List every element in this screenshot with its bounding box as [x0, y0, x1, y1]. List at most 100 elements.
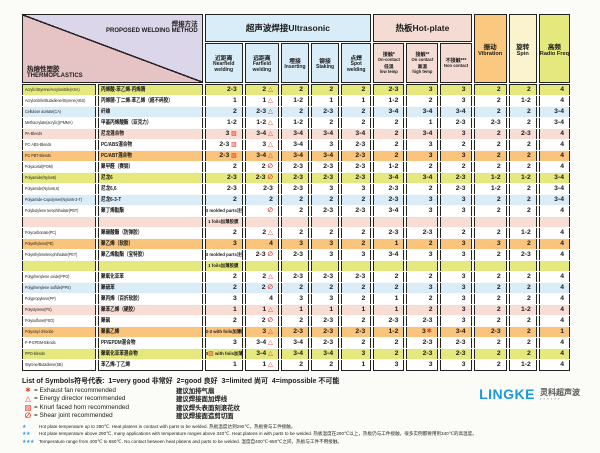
cell: 2 [473, 96, 507, 106]
cell: 2 [473, 349, 507, 359]
spin-en: Spin [516, 50, 529, 57]
material-cn: 聚硫苯 [98, 283, 203, 293]
cell: 4 [538, 96, 570, 106]
cell: 2 [204, 283, 243, 293]
cell: 2-3 [373, 228, 405, 238]
cell: 3 [311, 140, 340, 150]
cell: 3 [406, 140, 439, 150]
material-cn: PC/ABT混合物 [98, 151, 203, 161]
cell-empty [440, 217, 472, 227]
cell: 2-3 [280, 250, 310, 260]
cell: 2 [280, 228, 310, 238]
cell: 2 [341, 228, 372, 238]
cell: 2 [373, 140, 405, 150]
cell: 2 △ [244, 84, 279, 95]
table-row-3: Methacrylate(acrylic)(PMMA) 甲基丙烯酸酯（亚克力） 1-… [22, 118, 570, 128]
footnote-text: Temperature range from 400℃ to 650℃. No … [39, 438, 343, 444]
cell: 4 [538, 151, 570, 161]
cell: 4 [538, 283, 570, 293]
cell: 2-3 [341, 272, 372, 282]
cell: 2 [473, 272, 507, 282]
cell: 2 [406, 305, 439, 315]
cell: 3-4 [538, 118, 570, 128]
cell: 2 [473, 84, 507, 95]
cell: 2 [508, 272, 537, 282]
energy-director-icon: △ [268, 108, 273, 115]
cell: 1 [406, 118, 439, 128]
logo-wordmark: LINGKE [479, 386, 535, 402]
cell: 2 [311, 118, 340, 128]
cell: 3-4 [311, 349, 340, 359]
cell: 2-3 [311, 173, 340, 183]
cell: 2 [440, 140, 472, 150]
cell: 2 [311, 195, 340, 205]
cell: 1 [341, 96, 372, 106]
cell: 3-4 [373, 250, 405, 260]
legend-cn: 建议焊接面造剪切面 [176, 413, 234, 421]
method-title-cn: 焊接方法 [171, 21, 198, 28]
material-cn: 聚乙烯酞酯（宝特胶） [98, 250, 203, 260]
cell: 2 [373, 283, 405, 293]
material-en: Polybutylene terephthalate(PBT) [22, 206, 97, 216]
footnote-0: ★ Hot plate temperature up to 290℃. Heat… [22, 423, 588, 431]
cell: 2 [508, 140, 537, 150]
cell: 2 [280, 84, 310, 95]
exhaust-fan-icon: ∗ [24, 384, 32, 394]
method-title: 焊接方法 PROPOSED WELDING METHOD [106, 18, 198, 34]
vibration-cn: 振动 [483, 43, 497, 51]
radio-freq-en: Radio Freq [539, 50, 569, 57]
material-en: Methacrylate(acrylic)(PMMA) [22, 118, 97, 128]
cell: 2-3 [508, 250, 537, 260]
cell: 3 [311, 250, 340, 260]
table-row-6: PC·PBT-Blends PC/ABT混合物 2-3 ▨ 3-4 △ 3-4 3-4 2-… [22, 151, 570, 161]
cell: 3 molded parts注塑件 [204, 250, 243, 260]
cell: 2-3 [204, 84, 243, 95]
knurl-horn-icon: ▨ [231, 131, 237, 137]
energy-director-icon: △ [268, 97, 273, 104]
table-row-18: Polystyrene(PS) 聚苯乙烯（硬胶） 1 1 △ 1 1 1 1 2 3 2 1-2 4 [22, 305, 570, 315]
cell: 3 [373, 360, 405, 371]
energy-director-icon: △ [268, 86, 273, 93]
cell: 4 [538, 250, 570, 260]
cell: 2 [508, 283, 537, 293]
material-cn: 聚苯乙烯（硬胶） [98, 305, 203, 315]
cell: 1 [311, 305, 340, 315]
material-cn: 聚乙烯（软胶） [98, 239, 203, 249]
cell: 2 [406, 96, 439, 106]
cell: 2 [204, 316, 243, 326]
cell-empty [373, 261, 405, 271]
cell: 2 [311, 228, 340, 238]
hotplate-sub-header-0: 接触* On-contact 低温 low temp [373, 43, 405, 83]
material-cn: 聚丙烯（百折软胶） [98, 294, 203, 304]
legend-en: = Energy director recommended [34, 395, 126, 403]
material-en: Polyphenylene sulfide(PPS) [22, 283, 97, 293]
radio-freq-cn: 高频 [547, 43, 561, 51]
hotplate-sub-header-2: 不接触*** Non contact [440, 43, 472, 83]
cell: 2 [473, 294, 507, 304]
cell: 3 [204, 294, 243, 304]
cell-empty [244, 261, 279, 271]
cell: 2 [473, 360, 507, 371]
cell: 2 [473, 162, 507, 172]
legend-en: = Knurl faced horn recommended [34, 403, 130, 411]
cell: 3 [406, 250, 439, 260]
welding-method-table: 焊接方法 PROPOSED WELDING METHOD 热熔性塑胶 THERM… [20, 13, 572, 372]
cell: 3 [440, 84, 472, 95]
cell: 3 [440, 206, 472, 216]
cell: 2 [473, 283, 507, 293]
cell: 3-4 △ [244, 349, 279, 359]
vibration-column-header: 振动 Vibration [473, 14, 507, 83]
material-en: Polyvinyl chloride [22, 327, 97, 337]
cell: 2-3 [311, 272, 340, 282]
cell: 1-2 [508, 305, 537, 315]
cell: 2 [373, 151, 405, 161]
cell: 2 ∅ [244, 316, 279, 326]
material-cn: 聚甲醛（赛钢） [98, 162, 203, 172]
cell: 1-2 [280, 118, 310, 128]
knurl-horn-icon: ▨ [208, 351, 214, 357]
table-row-13: Polyethylene(PE) 聚乙烯（软胶） 3 4 3 3 2 1 2 3 3 2 4 [22, 239, 570, 249]
cell: 3 [280, 239, 310, 249]
cell: 3-4 △ [244, 151, 279, 161]
cell: 2 [341, 195, 372, 205]
spin-column-header: 旋转 Spin [508, 14, 537, 83]
